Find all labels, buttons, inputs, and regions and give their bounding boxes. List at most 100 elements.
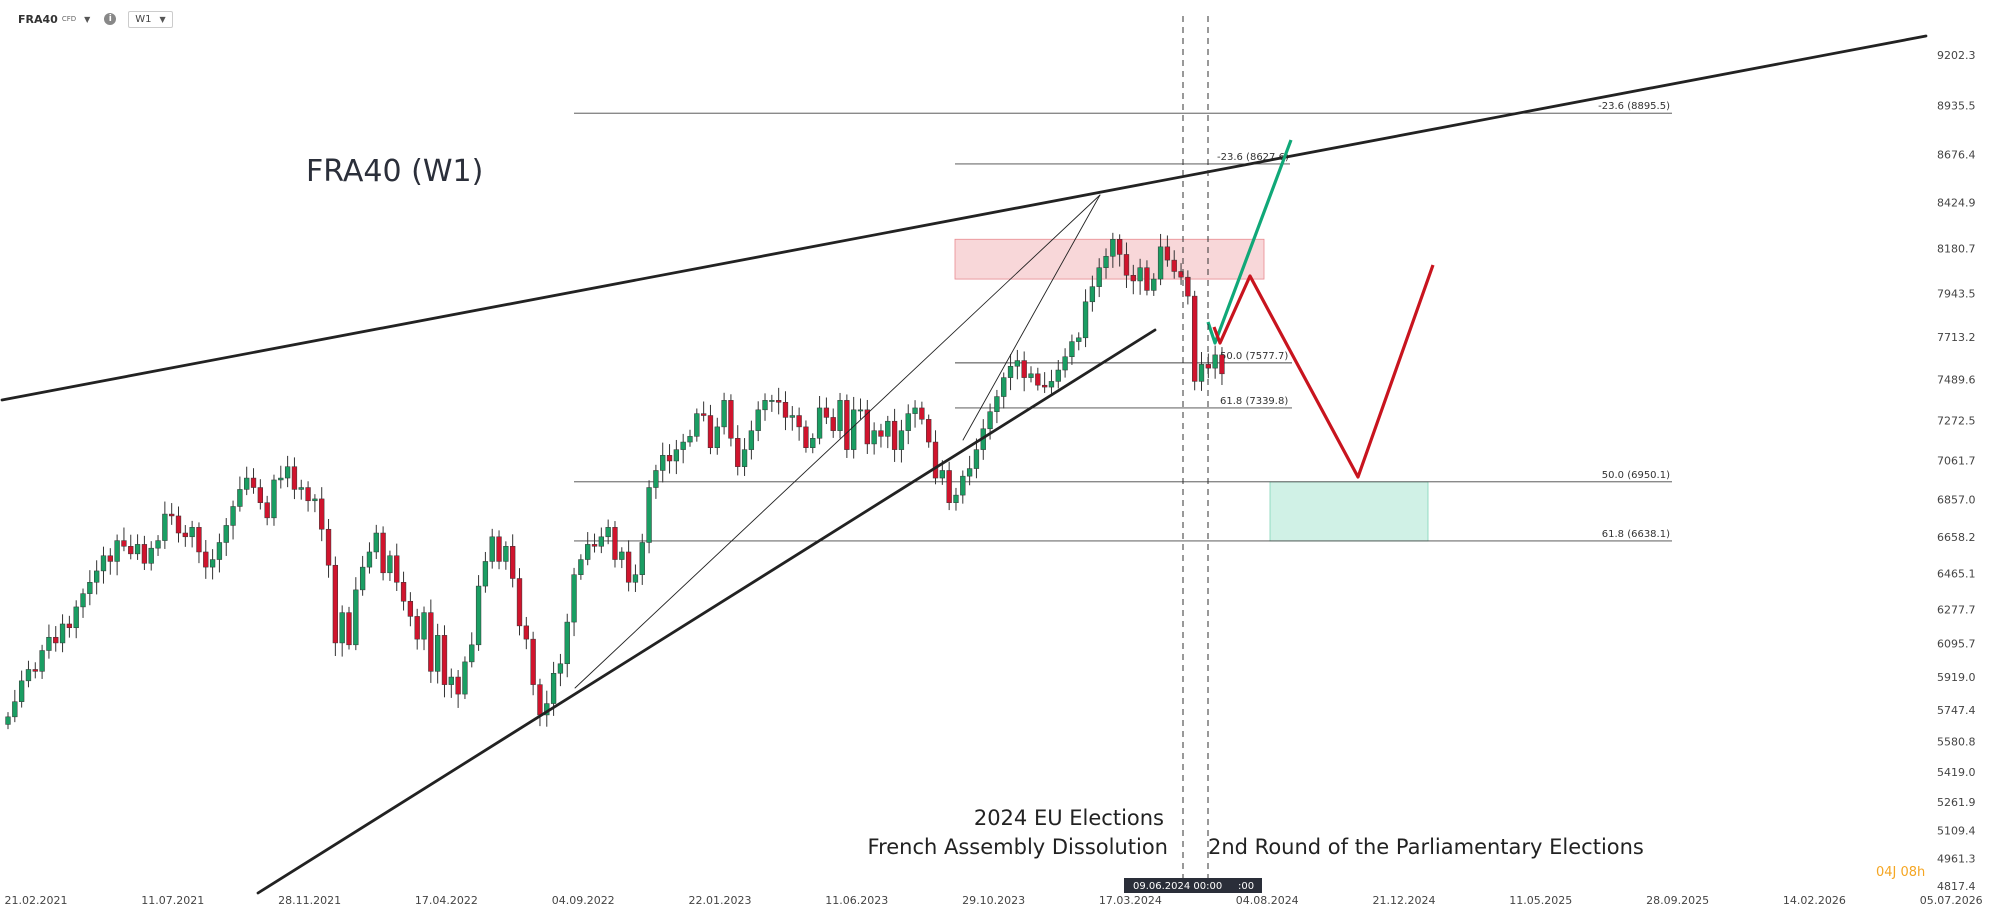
- candle: [639, 533, 645, 585]
- x-tick-label: 11.05.2025: [1509, 894, 1572, 907]
- candle: [1130, 264, 1136, 295]
- candle: [1171, 250, 1177, 279]
- candle: [885, 415, 891, 449]
- y-tick-label: 6277.7: [1937, 603, 1976, 616]
- lower-trend-line[interactable]: [256, 328, 1157, 895]
- candle: [735, 425, 741, 476]
- candle: [1212, 345, 1218, 379]
- candle: [776, 387, 782, 415]
- candle: [557, 653, 564, 687]
- y-tick-label: 5261.9: [1937, 796, 1976, 809]
- chart-toolbar: FRA40 CFD ▼ i W1 ▼: [18, 10, 173, 28]
- candle: [428, 599, 434, 683]
- candle: [80, 588, 86, 618]
- bearish-projection-path[interactable]: [1212, 264, 1435, 479]
- svg-text:09.06.2024 00:00: 09.06.2024 00:00: [1133, 881, 1222, 892]
- candle: [496, 530, 502, 570]
- candle: [216, 533, 223, 573]
- candle: [973, 438, 980, 479]
- candle: [223, 518, 229, 556]
- candle: [271, 474, 277, 526]
- candle: [530, 631, 536, 696]
- candle: [694, 408, 700, 442]
- x-tick-label: 04.09.2022: [552, 894, 615, 907]
- candle: [926, 414, 932, 448]
- annotation-eu-elections: 2024 EU Elections: [974, 806, 1164, 830]
- y-tick-label: 8935.5: [1937, 100, 1976, 113]
- fib-level-label: 61.8 (7339.8): [1220, 396, 1288, 407]
- x-tick-label: 21.12.2024: [1373, 894, 1436, 907]
- candle: [503, 541, 509, 570]
- candle: [203, 540, 209, 579]
- candle: [257, 479, 263, 510]
- svg-text::00: :00: [1238, 881, 1254, 892]
- fib-level-label: -23.6 (8895.5): [1598, 101, 1670, 112]
- candle: [1157, 233, 1164, 286]
- y-tick-label: 5580.8: [1937, 735, 1976, 748]
- candle: [741, 438, 748, 476]
- y-tick-label: 5419.0: [1937, 766, 1976, 779]
- candle: [953, 487, 959, 511]
- candle: [1096, 258, 1102, 298]
- candle: [66, 615, 73, 638]
- candle: [12, 689, 18, 723]
- candle: [373, 524, 379, 559]
- upper-trend-line[interactable]: [0, 34, 1928, 402]
- bullish-projection-path[interactable]: [1206, 139, 1293, 345]
- candle: [1089, 275, 1096, 312]
- annotation-assembly-dissolution: French Assembly Dissolution: [868, 835, 1168, 859]
- candle: [762, 393, 768, 421]
- candle: [121, 527, 127, 552]
- fib-level-label: 50.0 (6950.1): [1602, 470, 1670, 481]
- candle: [932, 430, 939, 485]
- caret-down-icon[interactable]: ▼: [84, 14, 91, 24]
- brand-badge: 04J 08h: [1876, 865, 1926, 880]
- candle: [230, 500, 236, 540]
- info-icon[interactable]: i: [104, 13, 117, 25]
- candle: [523, 616, 529, 650]
- timeframe-select[interactable]: W1 ▼: [128, 10, 173, 28]
- event-markers: [1182, 16, 1209, 885]
- candle: [435, 623, 441, 684]
- candle: [414, 608, 420, 650]
- candle: [100, 546, 107, 584]
- candle: [864, 399, 870, 454]
- candle: [878, 423, 884, 448]
- x-tick-label: 29.10.2023: [962, 894, 1025, 907]
- y-tick-label: 6095.7: [1937, 638, 1976, 651]
- candle: [359, 555, 366, 596]
- candle: [994, 389, 1000, 424]
- candle: [816, 395, 823, 445]
- axes: 9202.3 8935.5 8676.4 8424.9 8180.7 7943.5 7713…: [5, 49, 1983, 907]
- candle: [5, 712, 11, 730]
- candle: [59, 614, 66, 653]
- candle: [278, 465, 284, 489]
- candle: [1198, 352, 1205, 391]
- candle: [707, 404, 714, 455]
- candle: [646, 480, 652, 554]
- symbol-name[interactable]: FRA40: [18, 12, 58, 26]
- candle: [291, 457, 298, 500]
- candle: [244, 466, 250, 496]
- thin-channel-line[interactable]: [962, 194, 1101, 441]
- candle: [141, 535, 148, 570]
- candle: [73, 600, 79, 639]
- y-tick-label: 8180.7: [1937, 243, 1976, 256]
- x-tick-label: 21.02.2021: [5, 894, 68, 907]
- candle: [155, 535, 161, 556]
- candle: [114, 534, 120, 576]
- price-zones: [954, 238, 1429, 542]
- candle: [1055, 359, 1061, 389]
- candle: [182, 525, 188, 547]
- y-tick-label: 6857.0: [1937, 493, 1976, 506]
- thin-channel-line[interactable]: [574, 194, 1101, 689]
- candle: [380, 526, 386, 581]
- candle: [1007, 354, 1014, 391]
- projection-paths: [1206, 139, 1435, 479]
- support-zone: [1269, 481, 1429, 542]
- candle: [510, 534, 516, 588]
- y-tick-label: 7061.7: [1937, 455, 1976, 468]
- y-tick-label: 6465.1: [1937, 568, 1976, 581]
- x-tick-label: 14.02.2026: [1783, 894, 1846, 907]
